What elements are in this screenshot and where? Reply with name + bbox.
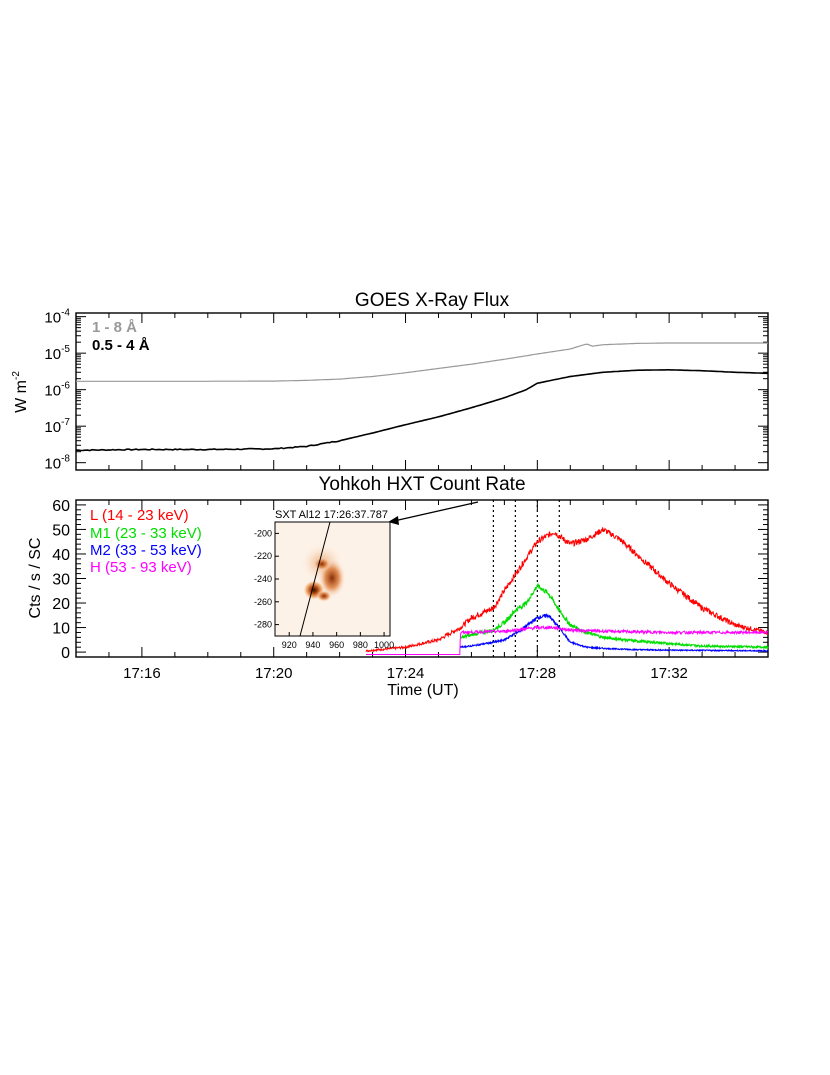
inset-xtick-label: 1000 — [374, 640, 394, 650]
inset-xtick-label: 920 — [282, 640, 297, 650]
inset-ytick-label: -220 — [254, 551, 272, 561]
inset-ytick-label: -260 — [254, 597, 272, 607]
hxt-series-L — [365, 527, 769, 653]
hxt-legend-M2: M2 (33 - 53 keV) — [90, 542, 202, 559]
goes-ytick-label: 10-4 — [44, 308, 70, 327]
goes-ytick-label: 10-5 — [44, 344, 70, 363]
hxt-ytick-label: 30 — [52, 572, 70, 589]
inset-xtick-label: 960 — [329, 640, 344, 650]
hxt-ytick-label: 10 — [52, 621, 70, 638]
goes-legend-05-4: 0.5 - 4 Å — [92, 337, 150, 354]
hxt-ytick-label: 0 — [61, 645, 70, 662]
inset-xtick-label: 980 — [353, 640, 368, 650]
goes-title: GOES X-Ray Flux — [355, 290, 510, 311]
hxt-xlabel: Time (UT) — [387, 682, 458, 699]
hxt-legend-H: H (53 - 93 keV) — [90, 559, 192, 576]
goes-legend-1-8: 1 - 8 Å — [92, 319, 137, 336]
hxt-ytick-label: 40 — [52, 547, 70, 564]
hxt-xtick-label: 17:28 — [519, 665, 557, 682]
hxt-series-M1 — [460, 582, 769, 651]
goes-plot-frame — [75, 312, 769, 471]
hxt-series-H — [366, 624, 768, 655]
hxt-ytick-label: 60 — [52, 498, 70, 515]
inset-ytick-label: -280 — [254, 620, 272, 630]
goes-series-05-4 — [75, 369, 768, 452]
goes-ytick-label: 10-8 — [44, 454, 70, 473]
sxt-image — [275, 522, 390, 636]
goes-ytick-label: 10-6 — [44, 381, 70, 400]
goes-ylabel: W m-2 — [11, 371, 30, 413]
hxt-legend-M1: M1 (23 - 33 keV) — [90, 525, 202, 542]
inset-ytick-label: -200 — [254, 528, 272, 538]
hxt-xtick-label: 17:32 — [650, 665, 688, 682]
hxt-xtick-label: 17:24 — [387, 665, 425, 682]
hxt-xtick-label: 17:20 — [255, 665, 293, 682]
hxt-ytick-label: 50 — [52, 522, 70, 539]
inset-title: SXT Al12 17:26:37.787 — [275, 509, 388, 521]
inset-pointer-arrow — [388, 501, 479, 525]
inset-ytick-label: -240 — [254, 574, 272, 584]
goes-ytick-label: 10-7 — [44, 417, 70, 436]
goes-series-1-8 — [76, 342, 768, 382]
hxt-ytick-label: 20 — [52, 596, 70, 613]
hxt-ylabel: Cts / s / SC — [27, 538, 44, 619]
hxt-legend-L: L (14 - 23 keV) — [90, 507, 189, 524]
hxt-xtick-label: 17:16 — [123, 665, 161, 682]
inset-xtick-label: 940 — [305, 640, 320, 650]
hxt-series-M2 — [459, 613, 769, 653]
hxt-title: Yohkoh HXT Count Rate — [318, 474, 525, 495]
